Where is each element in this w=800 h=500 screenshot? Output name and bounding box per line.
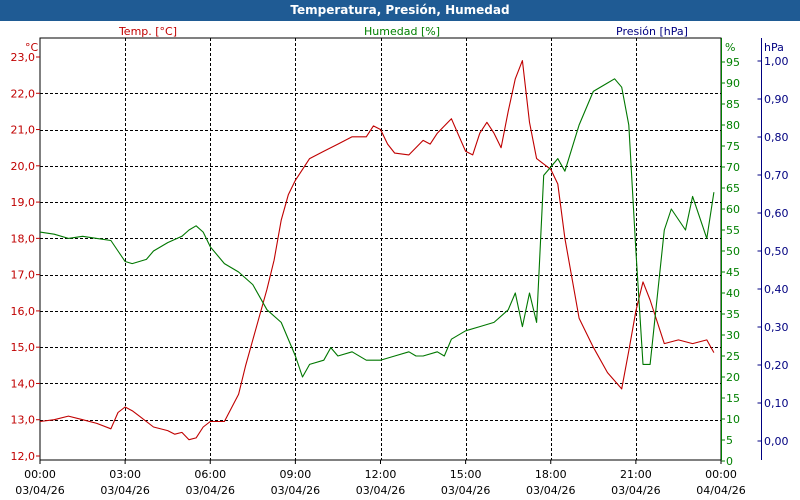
humidity-tick-label: 50 bbox=[726, 245, 740, 258]
chart-title: Temperatura, Presión, Humedad bbox=[0, 0, 800, 21]
x-tick-date: 03/04/26 bbox=[186, 484, 235, 497]
humidity-unit-label: % bbox=[725, 41, 735, 54]
temp-tick-label: 12,0 bbox=[11, 450, 36, 463]
pressure-tick-label: 0,20 bbox=[764, 359, 789, 372]
x-tick-date: 03/04/26 bbox=[15, 484, 64, 497]
temperature-line bbox=[39, 60, 715, 441]
x-tick-time: 00:00 bbox=[705, 468, 737, 481]
humidity-line bbox=[39, 78, 715, 378]
pressure-tick-label: 0,10 bbox=[764, 397, 789, 410]
pressure-tick-label: 1,00 bbox=[764, 55, 789, 68]
x-tick-time: 15:00 bbox=[450, 468, 482, 481]
x-tick-time: 18:00 bbox=[535, 468, 567, 481]
pressure-tick-label: 0,40 bbox=[764, 283, 789, 296]
humidity-tick-label: 25 bbox=[726, 350, 740, 363]
temp-tick-label: 13,0 bbox=[11, 414, 36, 427]
x-tick-date: 03/04/26 bbox=[100, 484, 149, 497]
humidity-tick-label: 0 bbox=[726, 455, 733, 468]
humidity-tick-label: 20 bbox=[726, 371, 740, 384]
x-tick-date: 04/04/26 bbox=[696, 484, 745, 497]
humidity-tick-label: 90 bbox=[726, 77, 740, 90]
humidity-tick-label: 5 bbox=[726, 434, 733, 447]
humidity-tick-label: 70 bbox=[726, 161, 740, 174]
pressure-tick-label: 0,50 bbox=[764, 245, 789, 258]
x-tick-date: 03/04/26 bbox=[271, 484, 320, 497]
temp-tick-label: 15,0 bbox=[11, 341, 36, 354]
x-tick-time: 09:00 bbox=[280, 468, 312, 481]
temp-tick-label: 19,0 bbox=[11, 196, 36, 209]
temp-tick-label: 16,0 bbox=[11, 305, 36, 318]
x-tick-time: 12:00 bbox=[365, 468, 397, 481]
temp-tick-label: 22,0 bbox=[11, 87, 36, 100]
pressure-unit-label: hPa bbox=[764, 41, 784, 54]
humidity-tick-label: 45 bbox=[726, 266, 740, 279]
temp-tick-label: 21,0 bbox=[11, 124, 36, 137]
x-tick-date: 03/04/26 bbox=[356, 484, 405, 497]
labels: 12,0 13,0 14,0 15,0 16,0 17,0 18,0 19,0 20,0 21,0… bbox=[11, 25, 789, 497]
pressure-axis-title: Presión [hPa] bbox=[616, 25, 688, 38]
temp-tick-label: 17,0 bbox=[11, 269, 36, 282]
humidity-tick-label: 95 bbox=[726, 56, 740, 69]
temp-axis-title: Temp. [°C] bbox=[118, 25, 177, 38]
x-tick-date: 03/04/26 bbox=[441, 484, 490, 497]
humidity-tick-label: 10 bbox=[726, 413, 740, 426]
humidity-tick-label: 80 bbox=[726, 119, 740, 132]
x-tick-time: 06:00 bbox=[194, 468, 226, 481]
humidity-tick-label: 75 bbox=[726, 140, 740, 153]
humidity-tick-label: 85 bbox=[726, 98, 740, 111]
humidity-tick-label: 65 bbox=[726, 182, 740, 195]
temp-tick-label: 18,0 bbox=[11, 232, 36, 245]
pressure-tick-label: 0,60 bbox=[764, 207, 789, 220]
x-tick-time: 21:00 bbox=[620, 468, 652, 481]
pressure-tick-label: 0,80 bbox=[764, 131, 789, 144]
humidity-tick-label: 35 bbox=[726, 308, 740, 321]
humidity-tick-label: 30 bbox=[726, 329, 740, 342]
pressure-tick-label: 0,90 bbox=[764, 93, 789, 106]
humidity-tick-label: 60 bbox=[726, 203, 740, 216]
temp-tick-label: 20,0 bbox=[11, 160, 36, 173]
x-tick-date: 03/04/26 bbox=[611, 484, 660, 497]
temp-tick-label: 14,0 bbox=[11, 377, 36, 390]
temp-tick-label: 23,0 bbox=[11, 51, 36, 64]
humidity-tick-label: 40 bbox=[726, 287, 740, 300]
series bbox=[39, 60, 715, 441]
plot-background bbox=[0, 21, 800, 500]
humidity-tick-label: 55 bbox=[726, 224, 740, 237]
chart-canvas: 12,0 13,0 14,0 15,0 16,0 17,0 18,0 19,0 20,0 21,0… bbox=[0, 21, 800, 500]
humidity-tick-label: 15 bbox=[726, 392, 740, 405]
x-tick-time: 03:00 bbox=[109, 468, 141, 481]
humidity-axis-title: Humedad [%] bbox=[364, 25, 440, 38]
x-tick-date: 03/04/26 bbox=[526, 484, 575, 497]
temp-unit-label: °C bbox=[25, 41, 39, 54]
pressure-tick-label: 0,30 bbox=[764, 321, 789, 334]
x-tick-time: 00:00 bbox=[24, 468, 56, 481]
pressure-tick-label: 0,70 bbox=[764, 169, 789, 182]
axes bbox=[36, 38, 762, 464]
pressure-tick-label: 0,00 bbox=[764, 435, 789, 448]
